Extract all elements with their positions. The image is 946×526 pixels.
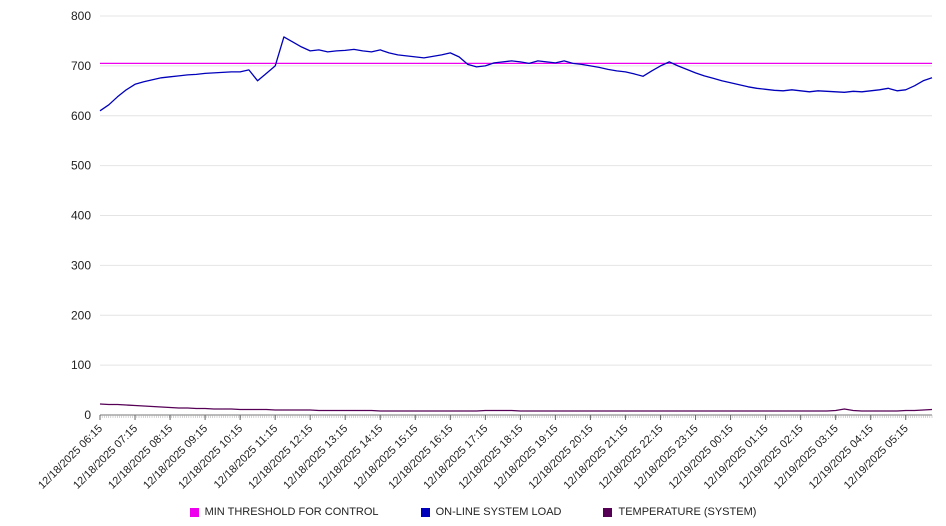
svg-text:12/18/2025 10:15: 12/18/2025 10:15 — [176, 423, 245, 492]
legend-label-min-threshold: MIN THRESHOLD FOR CONTROL — [204, 506, 379, 518]
svg-text:12/18/2025 09:15: 12/18/2025 09:15 — [141, 423, 210, 492]
svg-text:12/19/2025 05:15: 12/19/2025 05:15 — [842, 423, 911, 492]
svg-text:12/18/2025 21:15: 12/18/2025 21:15 — [562, 423, 631, 492]
svg-text:12/19/2025 04:15: 12/19/2025 04:15 — [807, 423, 876, 492]
svg-text:12/18/2025 15:15: 12/18/2025 15:15 — [351, 423, 420, 492]
legend-swatch-min-threshold — [189, 507, 199, 517]
svg-text:800: 800 — [71, 9, 91, 23]
svg-text:12/18/2025 11:15: 12/18/2025 11:15 — [212, 423, 280, 491]
svg-text:100: 100 — [71, 358, 91, 372]
chart-legend: MIN THRESHOLD FOR CONTROL ON-LINE SYSTEM… — [0, 506, 946, 518]
svg-text:400: 400 — [71, 209, 91, 223]
svg-text:500: 500 — [71, 159, 91, 173]
svg-text:12/19/2025 01:15: 12/19/2025 01:15 — [702, 423, 771, 492]
svg-text:12/18/2025 06:15: 12/18/2025 06:15 — [36, 423, 105, 492]
svg-text:12/18/2025 17:15: 12/18/2025 17:15 — [421, 423, 490, 492]
svg-text:300: 300 — [71, 258, 91, 272]
svg-text:12/18/2025 18:15: 12/18/2025 18:15 — [456, 423, 525, 492]
legend-swatch-temperature — [603, 507, 613, 517]
legend-item-temperature: TEMPERATURE (SYSTEM) — [603, 506, 756, 518]
legend-item-min-threshold: MIN THRESHOLD FOR CONTROL — [189, 506, 379, 518]
svg-text:12/18/2025 23:15: 12/18/2025 23:15 — [632, 423, 701, 492]
svg-text:12/18/2025 16:15: 12/18/2025 16:15 — [386, 423, 455, 492]
svg-text:12/18/2025 13:15: 12/18/2025 13:15 — [281, 423, 350, 492]
svg-text:12/18/2025 20:15: 12/18/2025 20:15 — [527, 423, 596, 492]
svg-text:600: 600 — [71, 109, 91, 123]
svg-text:0: 0 — [84, 408, 91, 422]
svg-text:12/18/2025 07:15: 12/18/2025 07:15 — [71, 423, 140, 492]
svg-text:12/18/2025 19:15: 12/18/2025 19:15 — [491, 423, 560, 492]
svg-text:12/18/2025 14:15: 12/18/2025 14:15 — [316, 423, 385, 492]
svg-text:12/19/2025 03:15: 12/19/2025 03:15 — [772, 423, 841, 492]
svg-text:200: 200 — [71, 308, 91, 322]
svg-text:12/18/2025 12:15: 12/18/2025 12:15 — [246, 423, 315, 492]
svg-text:12/19/2025 02:15: 12/19/2025 02:15 — [737, 423, 806, 492]
svg-text:12/19/2025 00:15: 12/19/2025 00:15 — [667, 423, 736, 492]
svg-text:12/18/2025 08:15: 12/18/2025 08:15 — [106, 423, 175, 492]
chart-svg: 0 100 200 300 400 500 600 700 800 12/18/2025 06:1… — [36, 9, 933, 492]
svg-text:12/18/2025 22:15: 12/18/2025 22:15 — [597, 423, 666, 492]
legend-swatch-system-load — [420, 507, 430, 517]
legend-label-system-load: ON-LINE SYSTEM LOAD — [435, 506, 562, 518]
legend-label-temperature: TEMPERATURE (SYSTEM) — [618, 506, 757, 518]
svg-text:700: 700 — [71, 59, 91, 73]
legend-item-system-load: ON-LINE SYSTEM LOAD — [420, 506, 562, 518]
